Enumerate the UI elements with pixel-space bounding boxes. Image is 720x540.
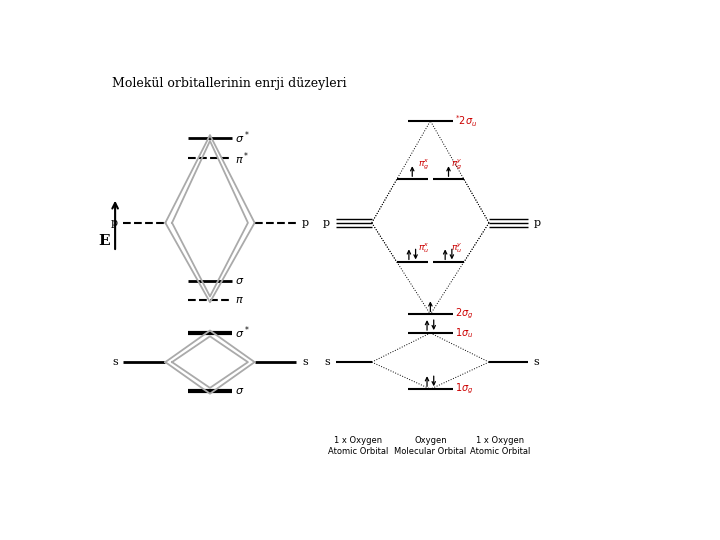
Text: Oxygen: Oxygen: [414, 436, 446, 446]
Text: p: p: [534, 218, 541, 228]
Text: Atomic Orbital: Atomic Orbital: [328, 447, 388, 456]
Text: s: s: [534, 357, 539, 367]
Text: s: s: [324, 357, 330, 367]
Text: p: p: [302, 218, 309, 228]
Text: $\pi_g^y$: $\pi_g^y$: [451, 158, 463, 172]
Text: $\pi$: $\pi$: [235, 295, 244, 305]
Text: $\sigma^*$: $\sigma^*$: [235, 325, 250, 341]
Text: $1\sigma_g$: $1\sigma_g$: [456, 382, 474, 396]
Text: E: E: [98, 234, 109, 248]
Text: 1 x Oxygen: 1 x Oxygen: [334, 436, 382, 446]
Text: $^{*}2\sigma_u$: $^{*}2\sigma_u$: [456, 113, 477, 129]
Text: s: s: [302, 357, 307, 367]
Text: $\pi_u^y$: $\pi_u^y$: [451, 241, 463, 255]
Text: $\sigma$: $\sigma$: [235, 276, 244, 286]
Text: $2\sigma_g$: $2\sigma_g$: [456, 307, 474, 321]
Text: Molekül orbitallerinin enrji düzeyleri: Molekül orbitallerinin enrji düzeyleri: [112, 77, 347, 90]
Text: p: p: [111, 218, 118, 228]
Text: s: s: [112, 357, 118, 367]
Text: Atomic Orbital: Atomic Orbital: [470, 447, 531, 456]
Text: p: p: [323, 218, 330, 228]
Text: $\sigma$: $\sigma$: [235, 386, 244, 396]
Text: 1 x Oxygen: 1 x Oxygen: [476, 436, 524, 446]
Text: $\pi^*$: $\pi^*$: [235, 150, 249, 167]
Text: $\sigma^*$: $\sigma^*$: [235, 129, 250, 146]
Text: $\pi_u^x$: $\pi_u^x$: [418, 241, 429, 255]
Text: $1\sigma_u$: $1\sigma_u$: [456, 326, 474, 340]
Text: $\pi_g^x$: $\pi_g^x$: [418, 158, 429, 172]
Text: Molecular Orbital: Molecular Orbital: [395, 447, 467, 456]
